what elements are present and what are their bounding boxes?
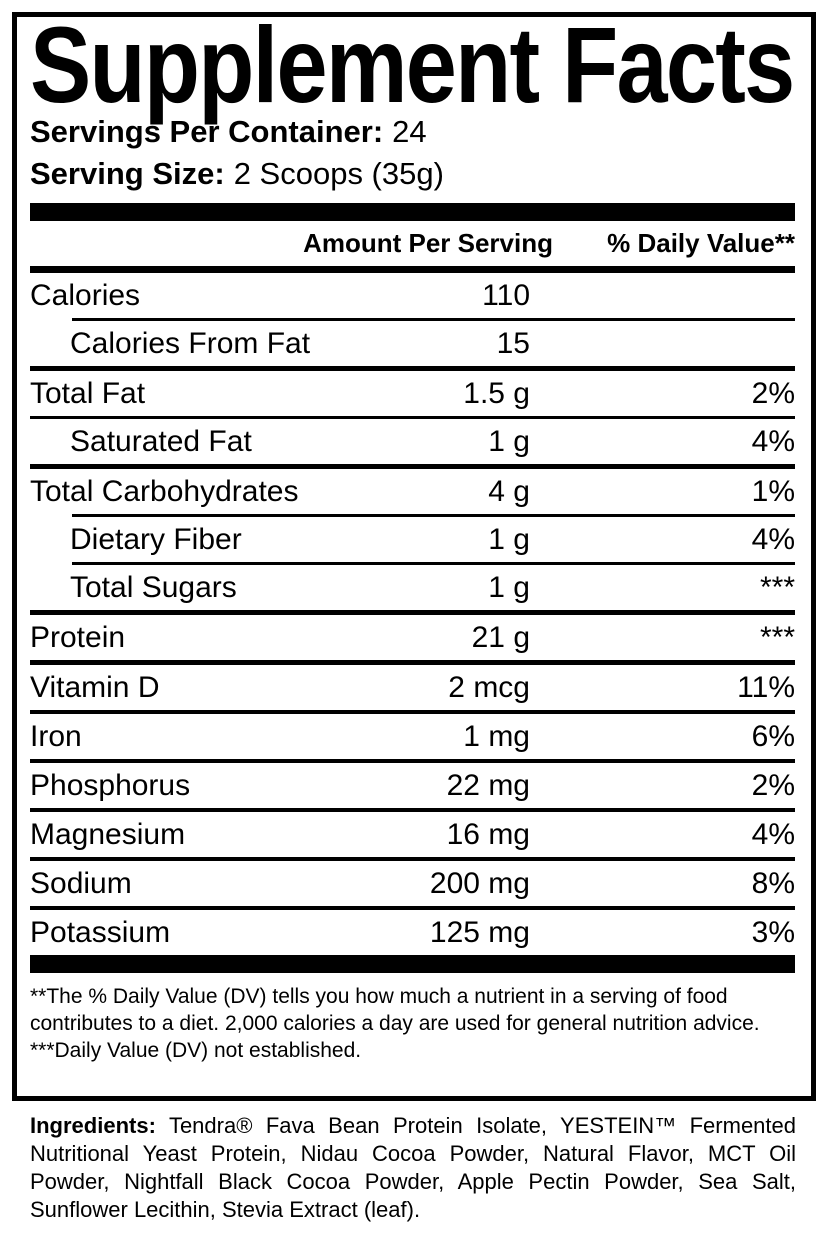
servings-per-container-value: 24 bbox=[392, 114, 427, 149]
nutrient-row-potassium: Potassium 125 mg 3% bbox=[30, 910, 795, 955]
daily-value-cell: 8% bbox=[751, 866, 795, 900]
amount-cell: 16 mg bbox=[446, 817, 530, 851]
separator bbox=[30, 416, 795, 419]
separator bbox=[30, 464, 795, 469]
separator bbox=[30, 710, 795, 714]
amount-cell: 1.5 g bbox=[463, 376, 530, 410]
column-header-daily-value: % Daily Value** bbox=[607, 228, 795, 258]
separator bbox=[72, 562, 795, 565]
daily-value-cell: *** bbox=[759, 570, 795, 604]
nutrient-row-total-sugars: Total Sugars 1 g *** bbox=[30, 565, 795, 610]
daily-value-cell: 1% bbox=[751, 474, 795, 508]
nutrient-row-protein: Protein 21 g *** bbox=[30, 615, 795, 660]
separator bbox=[30, 857, 795, 861]
nutrient-name: Dietary Fiber bbox=[70, 522, 242, 556]
not-established-footnote: ***Daily Value (DV) not established. bbox=[30, 1039, 362, 1062]
panel-title: Supplement Facts bbox=[30, 4, 795, 125]
nutrient-row-vitamin-d: Vitamin D 2 mcg 11% bbox=[30, 665, 795, 710]
amount-cell: 110 bbox=[482, 278, 530, 312]
nutrient-row-sodium: Sodium 200 mg 8% bbox=[30, 861, 795, 906]
amount-cell: 21 g bbox=[471, 620, 530, 654]
nutrient-row-calories: Calories 110 bbox=[30, 273, 795, 318]
daily-value-cell: 6% bbox=[751, 719, 795, 753]
serving-size-line: Serving Size: 2 Scoops (35g) bbox=[30, 153, 795, 195]
nutrient-row-magnesium: Magnesium 16 mg 4% bbox=[30, 812, 795, 857]
nutrient-row-dietary-fiber: Dietary Fiber 1 g 4% bbox=[30, 517, 795, 562]
separator bbox=[30, 366, 795, 371]
separator bbox=[72, 514, 795, 517]
serving-size-label: Serving Size: bbox=[30, 156, 225, 191]
amount-cell: 1 g bbox=[488, 522, 530, 556]
nutrient-name: Vitamin D bbox=[30, 670, 160, 704]
amount-cell: 200 mg bbox=[429, 866, 530, 900]
nutrient-name: Calories bbox=[30, 278, 141, 312]
daily-value-footnote: **The % Daily Value (DV) tells you how m… bbox=[30, 985, 760, 1035]
separator bbox=[30, 906, 795, 910]
daily-value-cell: 4% bbox=[751, 424, 795, 458]
separator bbox=[30, 808, 795, 812]
nutrient-name: Calories From Fat bbox=[70, 326, 311, 360]
nutrient-row-iron: Iron 1 mg 6% bbox=[30, 714, 795, 759]
servings-per-container-line: Servings Per Container: 24 bbox=[30, 111, 795, 153]
amount-cell: 125 mg bbox=[429, 915, 530, 949]
column-header-amount: Amount Per Serving bbox=[303, 228, 553, 258]
nutrient-row-saturated-fat: Saturated Fat 1 g 4% bbox=[30, 419, 795, 464]
nutrient-name: Total Sugars bbox=[70, 570, 237, 604]
nutrient-name: Saturated Fat bbox=[70, 424, 252, 458]
nutrient-name: Iron bbox=[30, 719, 82, 753]
nutrient-name: Total Fat bbox=[30, 376, 146, 410]
amount-cell: 22 mg bbox=[446, 768, 530, 802]
ingredients-text: Tendra® Fava Bean Protein Isolate, YESTE… bbox=[30, 1113, 796, 1222]
separator-header bbox=[30, 266, 795, 273]
serving-size-value: 2 Scoops (35g) bbox=[233, 156, 444, 191]
nutrient-row-phosphorus: Phosphorus 22 mg 2% bbox=[30, 763, 795, 808]
amount-cell: 4 g bbox=[488, 474, 530, 508]
divider-bar-top bbox=[30, 203, 795, 221]
separator bbox=[72, 318, 795, 321]
nutrient-name: Phosphorus bbox=[30, 768, 191, 802]
nutrient-name: Total Carbohydrates bbox=[30, 474, 299, 508]
amount-cell: 1 g bbox=[488, 424, 530, 458]
servings-per-container-label: Servings Per Container: bbox=[30, 114, 384, 149]
supplement-facts-panel: Supplement Facts Servings Per Container:… bbox=[12, 4, 816, 1101]
amount-cell: 15 bbox=[496, 326, 530, 360]
panel-title-text: Supplement Facts bbox=[30, 4, 795, 125]
nutrient-name: Protein bbox=[30, 620, 126, 654]
ingredients-label: Ingredients: bbox=[30, 1113, 156, 1138]
table-header-row: Amount Per Serving % Daily Value** bbox=[30, 221, 795, 266]
nutrient-row-calories-from-fat: Calories From Fat 15 bbox=[30, 321, 795, 366]
nutrient-row-total-carbohydrates: Total Carbohydrates 4 g 1% bbox=[30, 469, 795, 514]
amount-cell: 1 g bbox=[488, 570, 530, 604]
nutrient-name: Potassium bbox=[30, 915, 171, 949]
daily-value-cell: 11% bbox=[737, 670, 795, 704]
nutrient-name: Sodium bbox=[30, 866, 132, 900]
separator bbox=[30, 759, 795, 763]
daily-value-cell: 4% bbox=[751, 817, 795, 851]
separator bbox=[30, 660, 795, 665]
daily-value-cell: *** bbox=[759, 620, 795, 654]
daily-value-cell: 3% bbox=[751, 915, 795, 949]
amount-cell: 2 mcg bbox=[448, 670, 530, 704]
nutrient-row-total-fat: Total Fat 1.5 g 2% bbox=[30, 371, 795, 416]
daily-value-cell: 2% bbox=[751, 376, 795, 410]
nutrient-name: Magnesium bbox=[30, 817, 186, 851]
ingredients-paragraph: Ingredients: Tendra® Fava Bean Protein I… bbox=[30, 1112, 796, 1224]
daily-value-cell: 2% bbox=[751, 768, 795, 802]
divider-bar-bottom bbox=[30, 955, 795, 973]
daily-value-cell: 4% bbox=[751, 522, 795, 556]
separator bbox=[30, 610, 795, 615]
amount-cell: 1 mg bbox=[463, 719, 530, 753]
